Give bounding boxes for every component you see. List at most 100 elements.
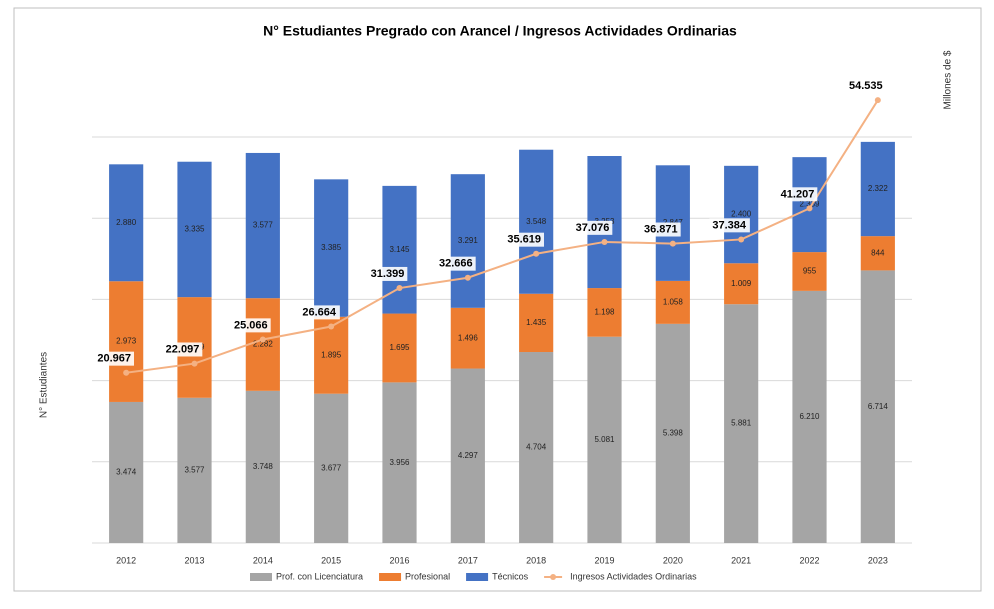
line-point <box>464 274 471 281</box>
data-label: 3.677 <box>321 463 342 472</box>
legend-label: Técnicos <box>492 571 529 581</box>
x-tick-label: 2014 <box>253 555 273 565</box>
x-tick-label: 2015 <box>321 555 341 565</box>
data-label-box: 36.871 <box>641 222 681 237</box>
label-background <box>299 305 340 320</box>
x-tick-label: 2012 <box>116 555 136 565</box>
label-background <box>162 342 203 357</box>
x-tick-label: 2020 <box>663 555 683 565</box>
bar-segment <box>450 174 485 308</box>
line-point <box>328 323 335 330</box>
data-label: 2.880 <box>116 218 137 227</box>
data-label: 22.097 <box>166 343 200 355</box>
bar-segment <box>450 368 485 543</box>
data-label: 6.210 <box>799 412 820 421</box>
data-label: 3.385 <box>321 243 342 252</box>
x-tick-label: 2017 <box>458 555 478 565</box>
x-tick-label: 2022 <box>799 555 819 565</box>
data-label-box: 35.619 <box>504 232 544 247</box>
data-label-box: 31.399 <box>367 266 408 281</box>
data-label: 3.145 <box>389 245 410 254</box>
data-label-box: 37.384 <box>709 218 750 233</box>
data-label: 844 <box>871 248 885 257</box>
bar-segment <box>860 141 895 237</box>
chart-title: N° Estudiantes Pregrado con Arancel / In… <box>263 23 737 39</box>
legend-swatch <box>466 573 489 581</box>
data-label: 2.282 <box>253 340 274 349</box>
legend-label: Prof. con Licenciatura <box>276 571 363 581</box>
label-background <box>846 79 886 94</box>
data-label: 955 <box>803 267 817 276</box>
x-tick-label: 2021 <box>731 555 751 565</box>
data-label: 3.335 <box>184 225 205 234</box>
bar-segment <box>382 313 417 383</box>
data-label: 54.535 <box>849 80 883 92</box>
bar-segment <box>587 288 622 337</box>
legend-swatch <box>379 573 402 581</box>
line-point <box>191 360 198 367</box>
data-label: 2.339 <box>799 200 820 209</box>
data-label: 36.871 <box>644 224 678 236</box>
bar-segment <box>245 152 280 299</box>
data-label: 3.577 <box>184 465 205 474</box>
bar-segment <box>450 307 485 369</box>
bar-segment <box>724 263 759 305</box>
bar-segment <box>792 157 827 253</box>
data-label: 5.398 <box>663 429 684 438</box>
bar-segment <box>314 179 349 317</box>
line <box>126 99 879 374</box>
data-label: 1.496 <box>458 333 479 342</box>
bar-segment <box>109 281 144 402</box>
bar-segment <box>724 165 759 264</box>
line-point <box>396 285 403 292</box>
legend-swatch <box>250 573 272 581</box>
bar-segment <box>519 293 554 353</box>
line-point <box>806 205 813 212</box>
data-label: 1.198 <box>594 308 615 317</box>
data-label: 32.666 <box>439 258 473 270</box>
label-background <box>504 232 544 247</box>
bar-segment <box>245 390 280 543</box>
bar-segment <box>519 352 554 543</box>
line-point <box>601 238 608 245</box>
data-label: 2.973 <box>116 337 137 346</box>
data-label: 1.435 <box>526 318 547 327</box>
data-label: 6.714 <box>868 402 889 411</box>
data-label: 4.704 <box>526 443 547 452</box>
y2-axis-title: Millones de $ <box>943 50 954 109</box>
data-label: 3.548 <box>526 217 547 226</box>
bar-segment <box>314 393 349 543</box>
data-label: 37.384 <box>712 219 747 231</box>
data-label: 3.291 <box>458 236 479 245</box>
data-label: 5.881 <box>731 419 752 428</box>
data-label-box: 26.664 <box>299 305 340 320</box>
x-tick-label: 2019 <box>594 555 614 565</box>
label-background <box>709 218 750 233</box>
data-label: 20.967 <box>97 353 131 365</box>
data-label: 3.474 <box>116 468 137 477</box>
bar-segment <box>177 397 212 543</box>
data-label: 26.664 <box>302 306 337 318</box>
data-label: 4.297 <box>458 451 479 460</box>
bar-segment <box>519 149 554 294</box>
bar-segment <box>860 270 895 543</box>
bar-segment <box>587 336 622 543</box>
bar-segment <box>724 304 759 543</box>
label-background <box>641 222 681 237</box>
data-label: 1.009 <box>731 279 752 288</box>
data-label-box: 32.666 <box>436 256 476 271</box>
legend-label: Profesional <box>405 571 450 581</box>
label-background <box>231 318 271 333</box>
data-label: 2.400 <box>731 210 752 219</box>
data-label: 1.058 <box>663 297 684 306</box>
line-point <box>738 236 745 243</box>
data-label: 5.081 <box>594 435 615 444</box>
bar-segment <box>382 382 417 543</box>
bar-segment <box>109 164 144 282</box>
x-tick-label: 2023 <box>868 555 888 565</box>
data-label: 2.322 <box>868 184 889 193</box>
bar-segment <box>382 185 417 314</box>
data-label: 35.619 <box>507 234 541 246</box>
bar-segment <box>860 236 895 271</box>
